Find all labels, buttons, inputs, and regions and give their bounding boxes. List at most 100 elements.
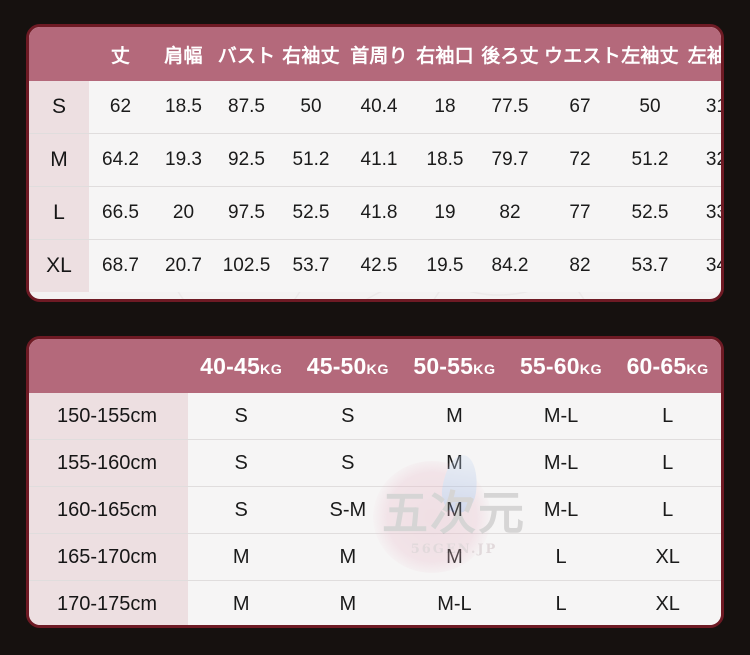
cell-s-shoulder: 18.5 bbox=[152, 81, 215, 134]
measurement-table-card: 丈 肩幅 バスト 右袖丈 首周り 右袖口 後ろ丈 ウエスト 左袖丈 左袖口 S … bbox=[26, 24, 724, 302]
cell-165-170-45-50: M bbox=[294, 533, 402, 581]
weight-unit-label: KG bbox=[579, 361, 603, 378]
column-header-bust: バスト bbox=[215, 27, 278, 81]
cell-s-length: 62 bbox=[89, 81, 152, 134]
cell-xl-bust: 102.5 bbox=[215, 239, 278, 292]
row-label-height-170-175: 170-175cm bbox=[29, 580, 188, 625]
cell-l-back-length: 82 bbox=[476, 186, 544, 240]
column-header-length: 丈 bbox=[89, 27, 152, 81]
weight-unit-label: KG bbox=[259, 361, 283, 378]
cell-s-right-cuff: 18 bbox=[414, 81, 476, 134]
cell-s-left-cuff: 31 bbox=[684, 81, 721, 134]
column-header-weight-50-55: 50-55KG bbox=[401, 339, 508, 393]
size-chart-table-body: 150-155cm S S M M-L L 155-160cm S S M M-… bbox=[29, 393, 721, 625]
cell-m-waist: 72 bbox=[544, 133, 616, 187]
row-label-size-s: S bbox=[29, 81, 89, 134]
column-header-waist: ウエスト bbox=[544, 27, 621, 81]
cell-160-165-55-60: M-L bbox=[507, 486, 615, 534]
cell-m-bust: 92.5 bbox=[215, 133, 278, 187]
cell-m-back-length: 79.7 bbox=[476, 133, 544, 187]
column-header-shoulder: 肩幅 bbox=[152, 27, 215, 81]
cell-xl-right-sleeve: 53.7 bbox=[278, 239, 344, 292]
cell-170-175-45-50: M bbox=[294, 580, 402, 625]
cell-155-160-40-45: S bbox=[187, 439, 295, 487]
row-label-size-m: M bbox=[29, 133, 89, 187]
cell-150-155-60-65: L bbox=[614, 393, 721, 440]
row-label-size-l: L bbox=[29, 186, 89, 240]
column-header-weight-60-65: 60-65KG bbox=[614, 339, 721, 393]
cell-s-back-length: 77.5 bbox=[476, 81, 544, 134]
cell-l-right-cuff: 19 bbox=[414, 186, 476, 240]
cell-l-left-sleeve: 52.5 bbox=[616, 186, 684, 240]
cell-170-175-40-45: M bbox=[187, 580, 295, 625]
size-chart-table: 40-45KG 45-50KG 50-55KG 55-60KG 60-65KG … bbox=[29, 339, 721, 625]
size-chart-table-header: 40-45KG 45-50KG 50-55KG 55-60KG 60-65KG bbox=[29, 339, 721, 393]
cell-m-right-cuff: 18.5 bbox=[414, 133, 476, 187]
corner-header-cell bbox=[29, 339, 188, 393]
weight-unit-label: KG bbox=[473, 361, 496, 378]
cell-150-155-40-45: S bbox=[187, 393, 295, 440]
cell-155-160-50-55: M bbox=[401, 439, 508, 487]
cell-s-bust: 87.5 bbox=[215, 81, 278, 134]
cell-xl-waist: 82 bbox=[544, 239, 616, 292]
cell-150-155-55-60: M-L bbox=[507, 393, 615, 440]
cell-170-175-50-55: M-L bbox=[401, 580, 508, 625]
column-header-left-sleeve-length: 左袖丈 bbox=[616, 27, 684, 81]
cell-s-waist: 67 bbox=[544, 81, 616, 134]
cell-170-175-60-65: XL bbox=[614, 580, 721, 625]
cell-m-right-sleeve: 51.2 bbox=[278, 133, 344, 187]
cell-170-175-55-60: L bbox=[507, 580, 615, 625]
cell-xl-neck: 42.5 bbox=[344, 239, 414, 292]
weight-unit-label: KG bbox=[366, 361, 389, 378]
cell-m-neck: 41.1 bbox=[344, 133, 414, 187]
cell-155-160-45-50: S bbox=[294, 439, 402, 487]
cell-165-170-40-45: M bbox=[187, 533, 295, 581]
header-row: 丈 肩幅 バスト 右袖丈 首周り 右袖口 後ろ丈 ウエスト 左袖丈 左袖口 bbox=[29, 27, 721, 81]
weight-range-label: 50-55 bbox=[413, 352, 474, 379]
table-row: M 64.2 19.3 92.5 51.2 41.1 18.5 79.7 72 … bbox=[29, 133, 721, 187]
table-row: 155-160cm S S M M-L L bbox=[29, 439, 721, 487]
column-header-left-cuff: 左袖口 bbox=[684, 27, 721, 81]
cell-l-shoulder: 20 bbox=[152, 186, 215, 240]
cell-xl-length: 68.7 bbox=[89, 239, 152, 292]
cell-s-left-sleeve: 50 bbox=[616, 81, 684, 134]
cell-m-shoulder: 19.3 bbox=[152, 133, 215, 187]
table-row: 150-155cm S S M M-L L bbox=[29, 393, 721, 440]
cell-150-155-50-55: M bbox=[401, 393, 508, 440]
table-row: 160-165cm S S-M M M-L L bbox=[29, 486, 721, 534]
column-header-right-cuff: 右袖口 bbox=[414, 27, 476, 81]
cell-xl-left-cuff: 34 bbox=[684, 239, 721, 292]
cell-155-160-55-60: M-L bbox=[507, 439, 615, 487]
cell-m-left-sleeve: 51.2 bbox=[616, 133, 684, 187]
cell-165-170-50-55: M bbox=[401, 533, 508, 581]
row-label-height-150-155: 150-155cm bbox=[29, 393, 188, 440]
column-header-weight-55-60: 55-60KG bbox=[507, 339, 615, 393]
weight-range-label: 60-65 bbox=[626, 352, 687, 379]
weight-range-label: 40-45 bbox=[200, 352, 260, 379]
cell-l-waist: 77 bbox=[544, 186, 616, 240]
column-header-weight-45-50: 45-50KG bbox=[294, 339, 402, 393]
cell-xl-left-sleeve: 53.7 bbox=[616, 239, 684, 292]
measurement-table-header: 丈 肩幅 バスト 右袖丈 首周り 右袖口 後ろ丈 ウエスト 左袖丈 左袖口 bbox=[29, 27, 721, 81]
cell-l-bust: 97.5 bbox=[215, 186, 278, 240]
header-row: 40-45KG 45-50KG 50-55KG 55-60KG 60-65KG bbox=[29, 339, 721, 393]
size-chart-table-card: 五次元 56GEN.JP 40-45KG 45-50KG 50-55KG 55-… bbox=[26, 336, 724, 628]
cell-165-170-60-65: XL bbox=[614, 533, 721, 581]
table-row: 165-170cm M M M L XL bbox=[29, 533, 721, 581]
cell-155-160-60-65: L bbox=[614, 439, 721, 487]
cell-l-right-sleeve: 52.5 bbox=[278, 186, 344, 240]
cell-xl-back-length: 84.2 bbox=[476, 239, 544, 292]
column-header-back-length: 後ろ丈 bbox=[476, 27, 544, 81]
measurement-table: 丈 肩幅 バスト 右袖丈 首周り 右袖口 後ろ丈 ウエスト 左袖丈 左袖口 S … bbox=[29, 27, 721, 292]
cell-s-neck: 40.4 bbox=[344, 81, 414, 134]
cell-m-left-cuff: 32 bbox=[684, 133, 721, 187]
cell-l-neck: 41.8 bbox=[344, 186, 414, 240]
cell-165-170-55-60: L bbox=[507, 533, 615, 581]
cell-l-left-cuff: 33 bbox=[684, 186, 721, 240]
row-label-size-xl: XL bbox=[29, 239, 89, 292]
corner-header-cell bbox=[29, 27, 89, 81]
weight-range-label: 55-60 bbox=[519, 352, 580, 379]
cell-xl-right-cuff: 19.5 bbox=[414, 239, 476, 292]
column-header-weight-40-45: 40-45KG bbox=[187, 339, 295, 393]
